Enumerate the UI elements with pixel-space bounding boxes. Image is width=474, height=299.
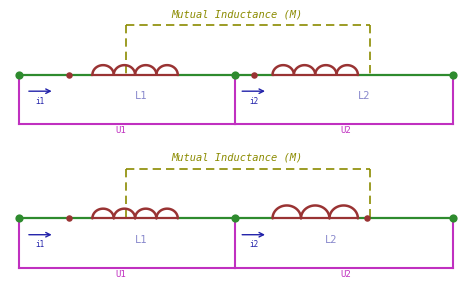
Point <box>364 216 371 221</box>
Text: L2: L2 <box>325 235 337 245</box>
Text: U2: U2 <box>341 126 351 135</box>
Text: L1: L1 <box>135 235 147 245</box>
Point <box>65 216 73 221</box>
Point <box>449 216 456 221</box>
Text: U2: U2 <box>341 270 351 279</box>
Text: Mutual Inductance (M): Mutual Inductance (M) <box>172 10 302 19</box>
Point <box>65 72 73 77</box>
Point <box>449 72 456 77</box>
Text: U1: U1 <box>116 270 126 279</box>
Text: Mutual Inductance (M): Mutual Inductance (M) <box>172 153 302 163</box>
Text: i1: i1 <box>36 97 45 106</box>
Point <box>250 72 257 77</box>
Text: L1: L1 <box>135 91 147 101</box>
Text: U1: U1 <box>116 126 126 135</box>
Text: L2: L2 <box>358 91 370 101</box>
Point <box>231 216 238 221</box>
Point <box>15 216 23 221</box>
Point <box>15 72 23 77</box>
Text: i1: i1 <box>36 240 45 249</box>
Point <box>231 72 238 77</box>
Text: i2: i2 <box>249 97 258 106</box>
Text: i2: i2 <box>249 240 258 249</box>
